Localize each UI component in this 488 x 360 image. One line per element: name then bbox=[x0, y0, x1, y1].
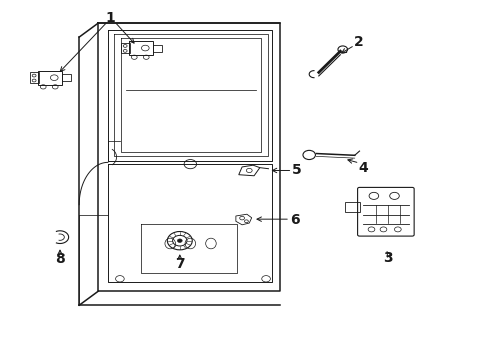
Text: 5: 5 bbox=[292, 163, 302, 177]
Bar bbox=[153, 45, 162, 51]
Bar bbox=[345, 202, 360, 212]
Bar bbox=[121, 43, 130, 53]
Bar bbox=[62, 74, 71, 81]
Bar bbox=[30, 72, 39, 83]
Text: 3: 3 bbox=[383, 251, 392, 265]
Text: 8: 8 bbox=[55, 252, 65, 266]
Text: 2: 2 bbox=[353, 35, 363, 49]
Circle shape bbox=[177, 239, 182, 242]
Text: 6: 6 bbox=[289, 212, 299, 226]
Text: 4: 4 bbox=[358, 161, 367, 175]
Text: 1: 1 bbox=[105, 11, 115, 25]
Text: 7: 7 bbox=[175, 257, 184, 271]
